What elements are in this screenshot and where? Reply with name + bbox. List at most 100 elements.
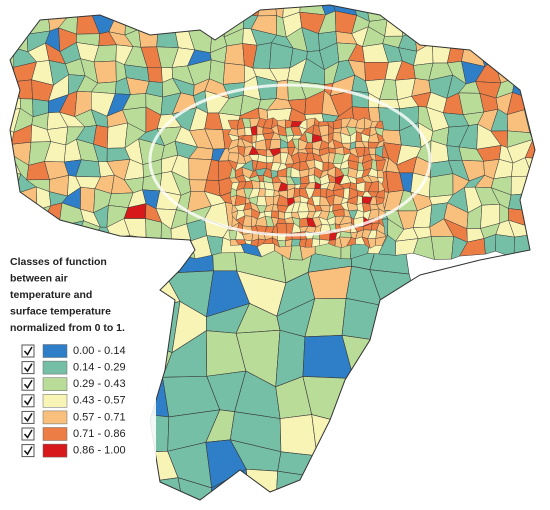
legend-checkbox — [21, 427, 35, 441]
map-patch — [427, 31, 453, 43]
map-patch — [242, 5, 260, 17]
map-patch — [445, 13, 468, 33]
map-patch — [80, 187, 96, 214]
map-patch — [333, 403, 374, 454]
map-patch — [523, 193, 535, 212]
map-patch — [528, 234, 535, 261]
map-patch — [286, 166, 292, 178]
map-patch — [307, 265, 352, 300]
legend-swatch — [42, 344, 68, 358]
map-patch — [313, 452, 347, 483]
map-patch — [540, 109, 550, 126]
ring-road — [148, 83, 432, 237]
legend-label: 0.57 - 0.71 — [73, 411, 126, 423]
map-patch — [509, 30, 532, 54]
map-patch — [339, 231, 352, 238]
map-patch — [12, 186, 38, 211]
map-patch — [446, 5, 466, 21]
map-patch — [10, 140, 12, 161]
map-patch — [156, 5, 182, 20]
legend-label: 0.43 - 0.57 — [73, 395, 126, 407]
map-patch — [384, 12, 404, 37]
legend-checkbox — [21, 444, 35, 458]
map-patch — [428, 173, 454, 198]
map-patch — [414, 10, 429, 33]
map-patch — [382, 301, 418, 351]
legend-swatch — [42, 443, 68, 458]
map-patch — [375, 236, 387, 246]
map-patch — [430, 236, 454, 260]
map-patch — [278, 210, 285, 220]
map-patch — [280, 147, 289, 154]
legend-checkbox — [21, 361, 35, 375]
map-patch — [10, 206, 38, 228]
map-patch — [490, 43, 515, 69]
map-patch — [188, 179, 207, 192]
map-patch — [27, 218, 51, 244]
map-patch — [509, 52, 530, 68]
legend-check — [23, 396, 33, 406]
map-patch — [461, 5, 482, 14]
map-patch — [540, 143, 550, 161]
map-patch — [544, 124, 550, 146]
map-patch — [43, 218, 63, 246]
map-patch — [546, 219, 550, 241]
legend-swatch — [42, 427, 68, 441]
legend-label: 0.14 - 0.29 — [73, 362, 126, 374]
map-patch — [368, 147, 377, 155]
map-patch — [478, 31, 502, 47]
map-patch — [10, 27, 17, 51]
map-patch — [27, 205, 52, 226]
legend-checkbox — [21, 377, 35, 391]
legend: Classes of function between air temperatur… — [6, 250, 156, 468]
map-patch — [174, 19, 196, 32]
map-patch — [275, 470, 315, 500]
map-patch — [510, 175, 533, 196]
map-patch — [513, 234, 532, 258]
map-patch — [48, 5, 67, 19]
map-patch — [300, 476, 341, 500]
legend-check — [23, 363, 33, 373]
map-patch — [524, 157, 535, 177]
map-patch — [416, 5, 436, 21]
legend-title: surface temperature — [10, 306, 111, 318]
map-patch — [77, 5, 92, 14]
legend-swatch — [42, 360, 68, 375]
map-patch — [138, 16, 164, 31]
map-patch — [157, 16, 182, 32]
map-patch — [539, 12, 550, 37]
map-patch — [527, 51, 535, 67]
map-patch — [513, 66, 529, 80]
map-boundary — [9, 4, 536, 501]
map-patch — [506, 5, 532, 14]
map-patch — [224, 43, 245, 66]
map-patch — [539, 193, 550, 207]
legend-label: 0.71 - 0.86 — [73, 428, 126, 440]
legend-title: between air — [10, 273, 68, 285]
legend-label: 0.29 - 0.43 — [73, 378, 126, 390]
map-patch — [279, 414, 318, 457]
map-patch — [93, 60, 117, 84]
legend-check — [23, 446, 33, 456]
map-patch — [542, 76, 550, 96]
map-patch — [445, 31, 468, 43]
map-patch — [523, 174, 535, 195]
map-patch — [246, 468, 278, 500]
map-patch — [366, 373, 416, 418]
map-patch — [10, 224, 38, 244]
map-patch — [130, 477, 186, 500]
map-patch — [525, 61, 535, 80]
legend-swatch — [42, 410, 68, 425]
map-patch — [237, 127, 246, 137]
map-patch — [496, 5, 515, 18]
map-patch — [13, 33, 29, 53]
map-patch — [528, 32, 535, 53]
legend-checkbox — [21, 344, 35, 358]
legend-swatch — [42, 394, 68, 408]
map-patch — [510, 10, 532, 33]
map-patch — [475, 11, 502, 36]
map-patch — [539, 0, 550, 14]
map-patch — [540, 159, 550, 175]
map-patch — [364, 62, 389, 82]
